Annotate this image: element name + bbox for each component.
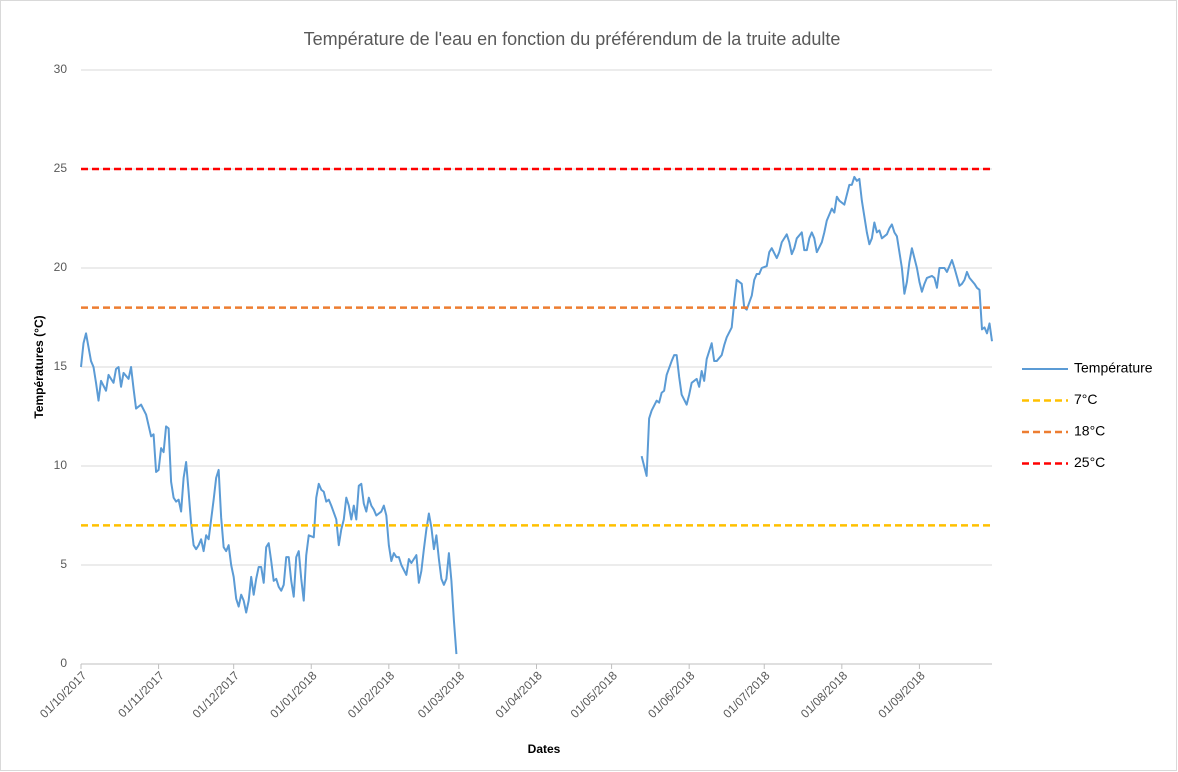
- y-tick-label: 5: [60, 557, 67, 571]
- series-line: [80, 175, 993, 655]
- y-tick-label: 0: [60, 656, 67, 670]
- legend-label: 7°C: [1074, 391, 1098, 407]
- y-axis-title: Températures (°C): [32, 315, 46, 418]
- legend-label: 25°C: [1074, 454, 1105, 470]
- y-tick-label: 30: [54, 62, 68, 76]
- chart-title: Température de l'eau en fonction du préf…: [304, 29, 841, 49]
- legend-label: Température: [1074, 360, 1153, 376]
- y-tick-label: 20: [54, 260, 68, 274]
- legend-label: 18°C: [1074, 423, 1105, 439]
- x-axis-title: Dates: [528, 742, 561, 756]
- y-tick-label: 10: [54, 458, 68, 472]
- y-tick-label: 15: [54, 359, 68, 373]
- y-tick-label: 25: [54, 161, 68, 175]
